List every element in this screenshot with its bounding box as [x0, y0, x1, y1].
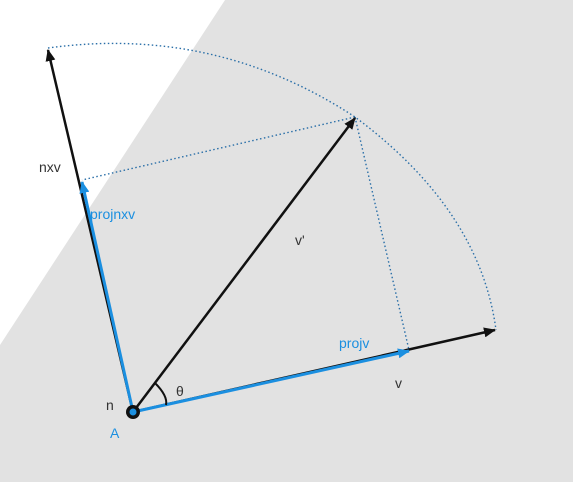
nxv-label: nxv	[39, 159, 61, 175]
origin-label: A	[110, 425, 120, 441]
rotated-vector-label: v'	[295, 232, 305, 248]
projv-vector	[132, 348, 410, 414]
projection-line-to-nxv	[81, 116, 356, 181]
projnxv-label: projnxv	[90, 206, 135, 222]
rotated-vector	[132, 117, 356, 413]
projv-label: projv	[339, 335, 369, 351]
axis-label: n	[106, 397, 114, 413]
angle-arc	[154, 382, 168, 406]
projnxv-vector	[79, 181, 135, 413]
v-label: v	[395, 375, 402, 391]
origin-point-inner	[129, 408, 137, 416]
angle-label: θ	[176, 383, 184, 399]
